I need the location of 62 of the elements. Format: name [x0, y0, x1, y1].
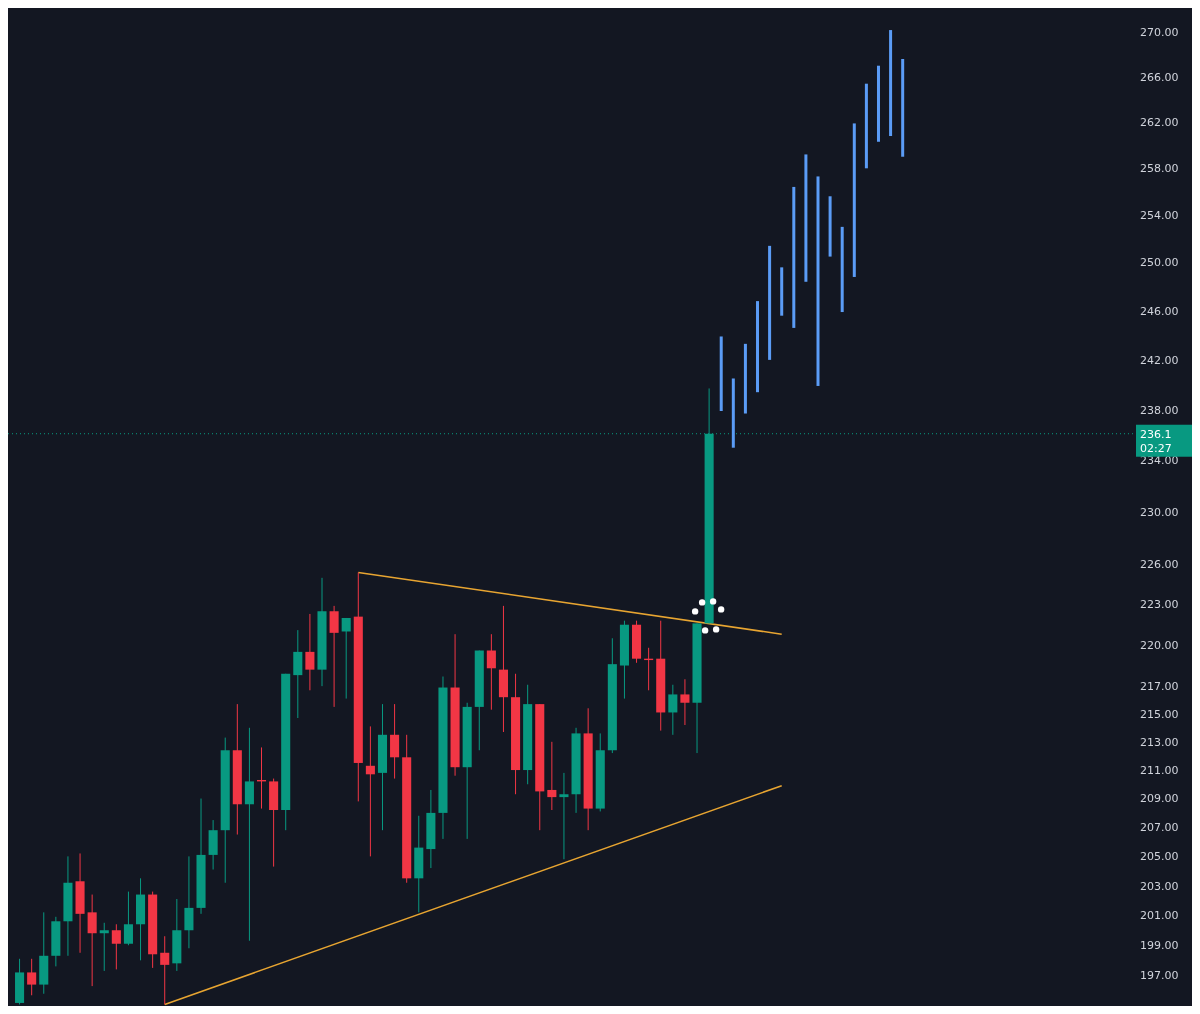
candlestick	[293, 629, 303, 719]
bar	[756, 301, 760, 393]
bar	[876, 65, 880, 142]
bar	[901, 59, 905, 157]
y-tick-label: 217.00	[1140, 679, 1179, 693]
candlestick	[99, 922, 109, 972]
candlestick	[547, 741, 557, 811]
y-tick-label: 250.00	[1140, 256, 1179, 270]
y-tick-label: 197.00	[1140, 969, 1179, 983]
y-tick-label: 258.00	[1140, 162, 1179, 176]
y-tick-label: 266.00	[1140, 70, 1179, 84]
y-tick-label: 201.00	[1140, 909, 1179, 923]
y-tick-label: 262.00	[1140, 116, 1179, 130]
y-tick-label: 254.00	[1140, 208, 1179, 222]
y-tick-label: 242.00	[1140, 353, 1179, 367]
y-tick-label: 203.00	[1140, 879, 1179, 893]
y-tick-label: 213.00	[1140, 735, 1179, 749]
candlestick	[329, 605, 339, 708]
candlestick	[160, 935, 170, 1005]
bar	[828, 196, 832, 257]
candlestick	[341, 617, 351, 700]
candlestick	[27, 958, 37, 996]
candlestick	[123, 891, 133, 946]
candlestick	[244, 727, 254, 942]
candlestick	[486, 633, 496, 711]
y-tick-label: 207.00	[1140, 821, 1179, 835]
y-tick-label: 211.00	[1140, 763, 1179, 777]
bar	[731, 378, 735, 448]
candlestick	[305, 613, 315, 691]
bar	[792, 186, 796, 328]
candlestick	[365, 725, 375, 857]
text: 02:27	[1140, 441, 1172, 455]
y-tick-label: 199.00	[1140, 939, 1179, 953]
candlestick	[390, 703, 400, 780]
ref-line-label: 236.1	[1140, 427, 1172, 441]
y-tick-label: 270.00	[1140, 26, 1179, 40]
bar	[768, 245, 772, 360]
candlestick	[111, 923, 121, 970]
y-tick-label: 246.00	[1140, 304, 1179, 318]
bar	[852, 123, 856, 277]
bar	[889, 30, 893, 137]
candlestick	[559, 772, 569, 860]
bar	[804, 154, 808, 282]
y-tick-label: 230.00	[1140, 505, 1179, 519]
y-tick-label: 238.00	[1140, 403, 1179, 417]
candlestick	[87, 894, 97, 987]
y-tick-label: 220.00	[1140, 638, 1179, 652]
y-tick-label: 226.00	[1140, 558, 1179, 572]
y-tick-label: 234.00	[1140, 454, 1179, 468]
bar	[780, 267, 784, 316]
bar	[743, 343, 747, 414]
candlestick	[680, 678, 690, 726]
bar	[840, 226, 844, 313]
candlestick	[668, 684, 678, 736]
bar	[864, 83, 868, 169]
candlestick	[184, 855, 194, 949]
y-tick-label: 209.00	[1140, 792, 1179, 806]
y-tick-label: 215.00	[1140, 707, 1179, 721]
bar	[719, 336, 723, 411]
bar	[816, 176, 820, 386]
y-tick-label: 223.00	[1140, 598, 1179, 612]
y-tick-label: 205.00	[1140, 850, 1179, 864]
